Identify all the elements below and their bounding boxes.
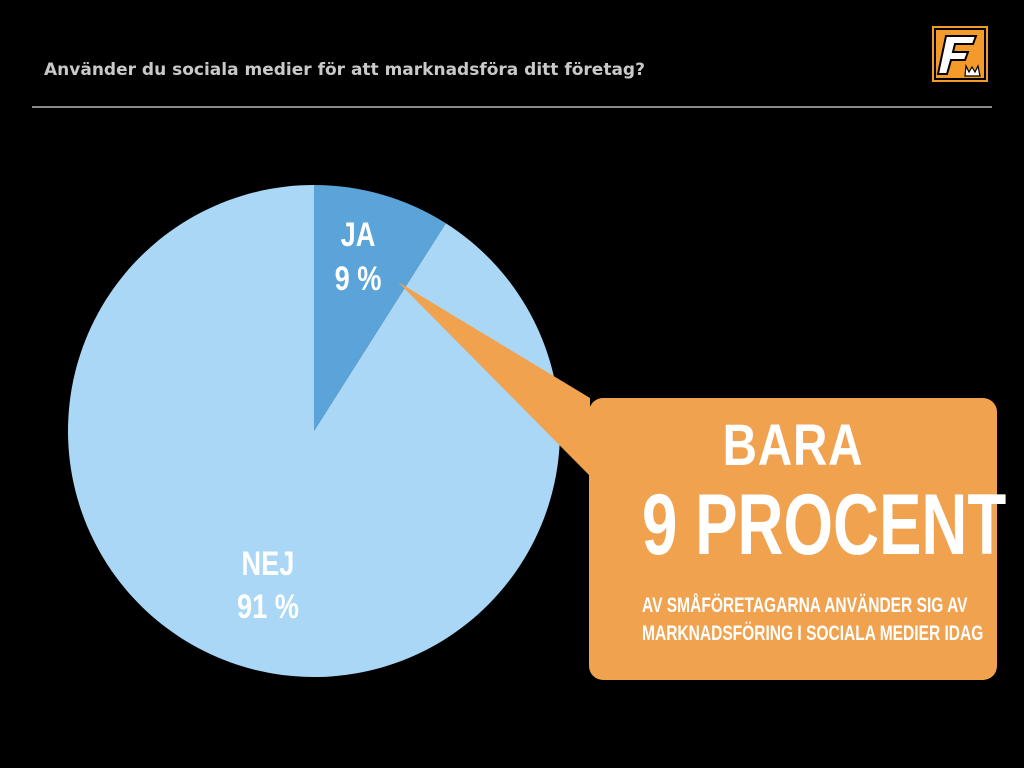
callout-subtext: AV SMÅFÖRETAGARNA ANVÄNDER SIG AV MARKNA… <box>642 592 984 648</box>
callout-headline: BARA <box>722 413 864 478</box>
pie-slice-nej <box>67 185 561 678</box>
callout-pointer <box>398 282 590 476</box>
callout-box: BARA 9 PROCENT AV SMÅFÖRETAGARNA ANVÄNDE… <box>589 398 1007 680</box>
slice-value-label: 91 % <box>237 587 299 626</box>
brand-f-logo-icon <box>932 26 988 82</box>
callout-subtext-line1: AV SMÅFÖRETAGARNA ANVÄNDER SIG AV <box>642 594 968 617</box>
pie-slice-ja <box>314 185 446 431</box>
callout-subtext-line2: MARKNADSFÖRING I SOCIALA MEDIER IDAG <box>642 622 984 645</box>
slice-category-label: JA <box>341 215 376 254</box>
slice-category-label: NEJ <box>242 544 295 583</box>
slice-value-label: 9 % <box>335 259 382 298</box>
callout-big-number: 9 PROCENT <box>642 477 1007 573</box>
title-divider <box>32 106 992 108</box>
slide-title: Använder du sociala medier för att markn… <box>44 60 645 80</box>
